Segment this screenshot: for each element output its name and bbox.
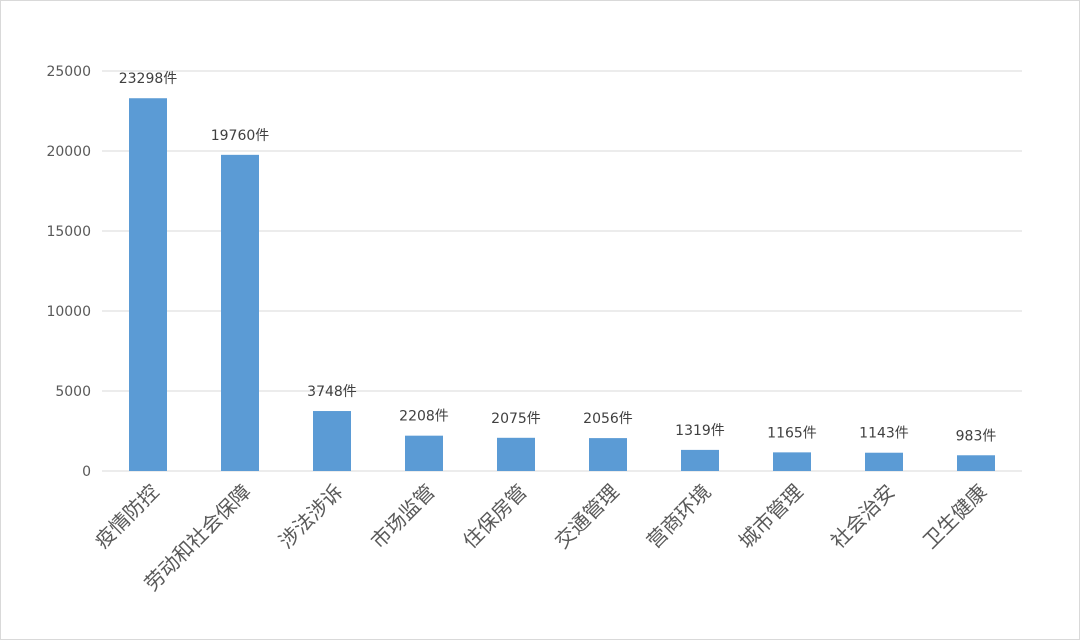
bar-5 (589, 438, 627, 471)
bar-0 (129, 98, 167, 472)
y-tick-label: 25000 (46, 64, 91, 80)
y-tick-label: 10000 (46, 304, 91, 320)
data-label: 983件 (956, 428, 997, 444)
data-label: 2056件 (583, 411, 633, 427)
data-label: 23298件 (119, 71, 178, 87)
x-category-label: 交通管理 (550, 480, 624, 554)
x-axis-labels: 疫情防控劳动和社会保障 涉法涉诉 市场监管 住保房管 交通管理 营商环境 城市管理 社会治安卫… (90, 480, 992, 596)
x-category-label: 城市管理 (734, 480, 808, 554)
data-label: 19760件 (211, 128, 270, 144)
y-tick-label: 20000 (46, 144, 91, 160)
bar-4 (497, 437, 535, 471)
bars (129, 98, 995, 472)
x-category-label: 社会治安 (826, 480, 900, 554)
y-tick-label: 15000 (46, 224, 91, 240)
bar-3 (405, 435, 443, 471)
y-tick-label: 5000 (55, 384, 91, 400)
y-axis-ticks: 0 5000 10000 15000 20000 25000 (46, 64, 91, 480)
data-label: 1165件 (767, 425, 817, 441)
data-label: 1319件 (675, 423, 725, 439)
data-label: 1143件 (859, 426, 909, 442)
data-label: 3748件 (307, 384, 357, 400)
bar-9 (957, 455, 995, 471)
y-tick-label: 0 (82, 464, 91, 480)
x-category-label: 涉法涉诉 (274, 480, 348, 554)
x-category-label: 营商环境 (642, 480, 716, 554)
x-category-label: 卫生健康 (918, 480, 992, 554)
data-label: 2075件 (491, 411, 541, 427)
x-category-label: 市场监管 (366, 480, 440, 554)
bar-1 (221, 154, 259, 471)
bar-2 (313, 411, 351, 471)
x-category-label: 住保房管 (458, 480, 532, 554)
data-labels: 23298件 19760件 3748件 2208件 2075件 2056件 1319件 116… (119, 71, 997, 444)
bar-7 (773, 452, 811, 471)
bar-8 (865, 452, 903, 471)
data-label: 2208件 (399, 409, 449, 425)
x-category-label: 疫情防控 (90, 480, 164, 554)
bar-6 (681, 449, 719, 471)
